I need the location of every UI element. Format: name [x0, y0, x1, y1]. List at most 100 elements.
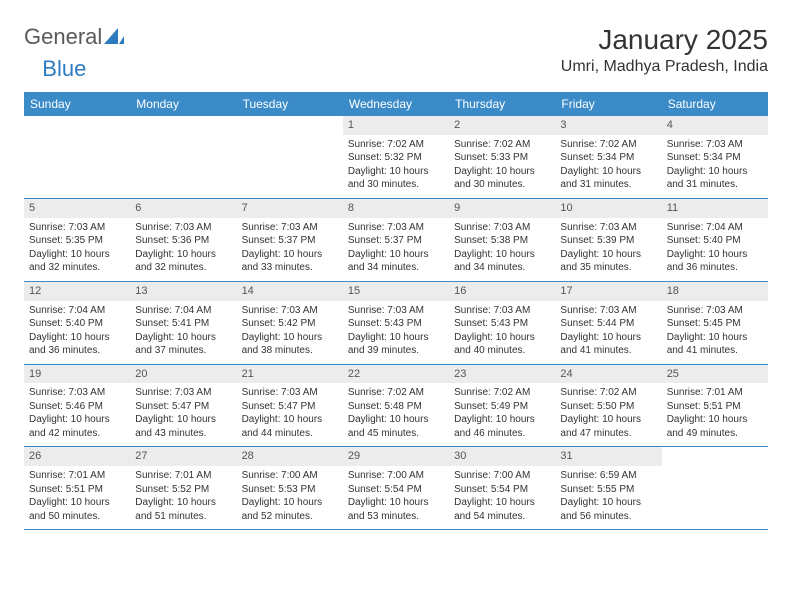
daylight-text: Daylight: 10 hours and 31 minutes.: [667, 165, 763, 192]
day-number: 28: [237, 447, 343, 466]
week-row: 12Sunrise: 7:04 AMSunset: 5:40 PMDayligh…: [24, 281, 768, 364]
logo-sail-icon: [104, 28, 124, 46]
sunrise-text: Sunrise: 7:02 AM: [560, 138, 656, 152]
day-info: Sunrise: 6:59 AMSunset: 5:55 PMDaylight:…: [555, 466, 661, 529]
sunrise-text: Sunrise: 7:02 AM: [454, 386, 550, 400]
daylight-text: Daylight: 10 hours and 49 minutes.: [667, 413, 763, 440]
day-number: 1: [343, 116, 449, 135]
day-header-wednesday: Wednesday: [343, 92, 449, 116]
sunset-text: Sunset: 5:33 PM: [454, 151, 550, 165]
calendar-body: 1Sunrise: 7:02 AMSunset: 5:32 PMDaylight…: [24, 116, 768, 530]
daylight-text: Daylight: 10 hours and 41 minutes.: [667, 331, 763, 358]
day-number: 23: [449, 365, 555, 384]
sunset-text: Sunset: 5:46 PM: [29, 400, 125, 414]
day-info: Sunrise: 7:00 AMSunset: 5:54 PMDaylight:…: [343, 466, 449, 529]
day-cell-22: 22Sunrise: 7:02 AMSunset: 5:48 PMDayligh…: [343, 365, 449, 447]
sunset-text: Sunset: 5:51 PM: [667, 400, 763, 414]
day-number: 3: [555, 116, 661, 135]
daylight-text: Daylight: 10 hours and 31 minutes.: [560, 165, 656, 192]
daylight-text: Daylight: 10 hours and 38 minutes.: [242, 331, 338, 358]
daylight-text: Daylight: 10 hours and 39 minutes.: [348, 331, 444, 358]
day-cell-25: 25Sunrise: 7:01 AMSunset: 5:51 PMDayligh…: [662, 365, 768, 447]
day-number: 12: [24, 282, 130, 301]
calendar: SundayMondayTuesdayWednesdayThursdayFrid…: [24, 92, 768, 530]
day-cell-28: 28Sunrise: 7:00 AMSunset: 5:53 PMDayligh…: [237, 447, 343, 529]
day-cell-23: 23Sunrise: 7:02 AMSunset: 5:49 PMDayligh…: [449, 365, 555, 447]
sunset-text: Sunset: 5:38 PM: [454, 234, 550, 248]
sunset-text: Sunset: 5:34 PM: [560, 151, 656, 165]
sunset-text: Sunset: 5:53 PM: [242, 483, 338, 497]
sunrise-text: Sunrise: 7:03 AM: [135, 221, 231, 235]
day-number: 25: [662, 365, 768, 384]
day-cell-21: 21Sunrise: 7:03 AMSunset: 5:47 PMDayligh…: [237, 365, 343, 447]
day-cell-24: 24Sunrise: 7:02 AMSunset: 5:50 PMDayligh…: [555, 365, 661, 447]
sunset-text: Sunset: 5:35 PM: [29, 234, 125, 248]
day-info: Sunrise: 7:03 AMSunset: 5:37 PMDaylight:…: [343, 218, 449, 281]
sunset-text: Sunset: 5:43 PM: [348, 317, 444, 331]
day-cell-9: 9Sunrise: 7:03 AMSunset: 5:38 PMDaylight…: [449, 199, 555, 281]
daylight-text: Daylight: 10 hours and 36 minutes.: [667, 248, 763, 275]
day-cell-18: 18Sunrise: 7:03 AMSunset: 5:45 PMDayligh…: [662, 282, 768, 364]
daylight-text: Daylight: 10 hours and 42 minutes.: [29, 413, 125, 440]
daylight-text: Daylight: 10 hours and 54 minutes.: [454, 496, 550, 523]
week-row: 26Sunrise: 7:01 AMSunset: 5:51 PMDayligh…: [24, 446, 768, 529]
sunset-text: Sunset: 5:36 PM: [135, 234, 231, 248]
day-header-row: SundayMondayTuesdayWednesdayThursdayFrid…: [24, 92, 768, 116]
day-number: 31: [555, 447, 661, 466]
day-number: [24, 116, 130, 135]
day-number: 19: [24, 365, 130, 384]
daylight-text: Daylight: 10 hours and 51 minutes.: [135, 496, 231, 523]
day-info: Sunrise: 7:00 AMSunset: 5:54 PMDaylight:…: [449, 466, 555, 529]
day-cell-2: 2Sunrise: 7:02 AMSunset: 5:33 PMDaylight…: [449, 116, 555, 198]
day-cell-empty: [237, 116, 343, 198]
day-number: 26: [24, 447, 130, 466]
sunrise-text: Sunrise: 6:59 AM: [560, 469, 656, 483]
sunrise-text: Sunrise: 7:04 AM: [135, 304, 231, 318]
day-cell-10: 10Sunrise: 7:03 AMSunset: 5:39 PMDayligh…: [555, 199, 661, 281]
day-number: 22: [343, 365, 449, 384]
day-number: 20: [130, 365, 236, 384]
day-cell-17: 17Sunrise: 7:03 AMSunset: 5:44 PMDayligh…: [555, 282, 661, 364]
sunset-text: Sunset: 5:32 PM: [348, 151, 444, 165]
sunset-text: Sunset: 5:48 PM: [348, 400, 444, 414]
day-info: Sunrise: 7:01 AMSunset: 5:52 PMDaylight:…: [130, 466, 236, 529]
day-header-tuesday: Tuesday: [237, 92, 343, 116]
day-header-monday: Monday: [130, 92, 236, 116]
daylight-text: Daylight: 10 hours and 45 minutes.: [348, 413, 444, 440]
day-cell-20: 20Sunrise: 7:03 AMSunset: 5:47 PMDayligh…: [130, 365, 236, 447]
logo-text-general: General: [24, 24, 102, 50]
daylight-text: Daylight: 10 hours and 30 minutes.: [454, 165, 550, 192]
day-cell-4: 4Sunrise: 7:03 AMSunset: 5:34 PMDaylight…: [662, 116, 768, 198]
sunset-text: Sunset: 5:54 PM: [454, 483, 550, 497]
sunrise-text: Sunrise: 7:03 AM: [242, 221, 338, 235]
day-info: Sunrise: 7:03 AMSunset: 5:34 PMDaylight:…: [662, 135, 768, 198]
daylight-text: Daylight: 10 hours and 34 minutes.: [348, 248, 444, 275]
day-cell-8: 8Sunrise: 7:03 AMSunset: 5:37 PMDaylight…: [343, 199, 449, 281]
logo-text-blue: Blue: [42, 56, 86, 82]
day-info: Sunrise: 7:02 AMSunset: 5:49 PMDaylight:…: [449, 383, 555, 446]
sunset-text: Sunset: 5:44 PM: [560, 317, 656, 331]
day-info: Sunrise: 7:03 AMSunset: 5:44 PMDaylight:…: [555, 301, 661, 364]
title-block: January 2025 Umri, Madhya Pradesh, India: [561, 24, 768, 76]
day-info: Sunrise: 7:03 AMSunset: 5:47 PMDaylight:…: [237, 383, 343, 446]
day-info: Sunrise: 7:02 AMSunset: 5:33 PMDaylight:…: [449, 135, 555, 198]
sunrise-text: Sunrise: 7:03 AM: [667, 304, 763, 318]
day-number: 6: [130, 199, 236, 218]
day-info: Sunrise: 7:03 AMSunset: 5:43 PMDaylight:…: [449, 301, 555, 364]
day-number: [237, 116, 343, 135]
day-info: Sunrise: 7:02 AMSunset: 5:32 PMDaylight:…: [343, 135, 449, 198]
day-info: Sunrise: 7:04 AMSunset: 5:40 PMDaylight:…: [24, 301, 130, 364]
sunset-text: Sunset: 5:37 PM: [242, 234, 338, 248]
sunset-text: Sunset: 5:37 PM: [348, 234, 444, 248]
sunrise-text: Sunrise: 7:04 AM: [667, 221, 763, 235]
sunrise-text: Sunrise: 7:04 AM: [29, 304, 125, 318]
sunrise-text: Sunrise: 7:03 AM: [348, 221, 444, 235]
sunset-text: Sunset: 5:45 PM: [667, 317, 763, 331]
month-title: January 2025: [561, 24, 768, 56]
sunset-text: Sunset: 5:51 PM: [29, 483, 125, 497]
day-number: 27: [130, 447, 236, 466]
daylight-text: Daylight: 10 hours and 30 minutes.: [348, 165, 444, 192]
logo: General: [24, 24, 124, 50]
daylight-text: Daylight: 10 hours and 47 minutes.: [560, 413, 656, 440]
day-info: Sunrise: 7:03 AMSunset: 5:43 PMDaylight:…: [343, 301, 449, 364]
